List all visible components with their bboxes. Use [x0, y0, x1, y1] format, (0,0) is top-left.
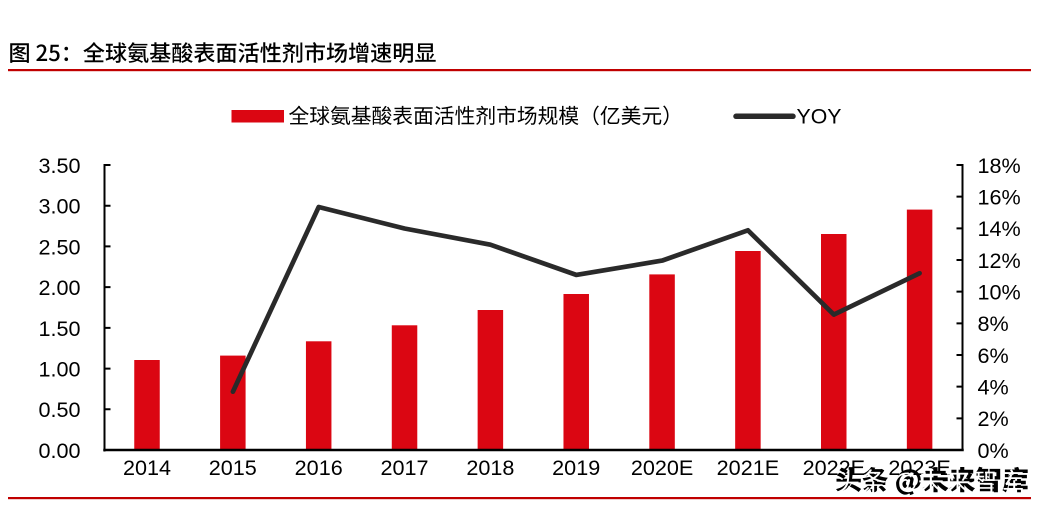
svg-text:2022E: 2022E	[803, 455, 865, 480]
svg-text:2014: 2014	[123, 455, 171, 480]
svg-text:YOY: YOY	[797, 104, 842, 128]
svg-text:2015: 2015	[209, 455, 257, 480]
svg-text:16%: 16%	[978, 185, 1021, 210]
svg-text:2016: 2016	[295, 455, 343, 480]
svg-text:2.00: 2.00	[38, 275, 80, 300]
svg-text:0.50: 0.50	[38, 397, 80, 422]
svg-text:12%: 12%	[978, 248, 1021, 273]
svg-text:2%: 2%	[978, 406, 1009, 431]
svg-text:4%: 4%	[978, 375, 1009, 400]
svg-text:8%: 8%	[978, 311, 1009, 336]
svg-text:14%: 14%	[978, 216, 1021, 241]
svg-text:2017: 2017	[380, 455, 428, 480]
svg-text:1.50: 1.50	[38, 316, 80, 341]
svg-text:2021E: 2021E	[717, 455, 779, 480]
svg-text:6%: 6%	[978, 343, 1009, 368]
svg-text:0.00: 0.00	[38, 438, 80, 463]
svg-text:10%: 10%	[978, 280, 1021, 305]
svg-text:1.00: 1.00	[38, 356, 80, 381]
svg-text:18%: 18%	[978, 153, 1021, 178]
svg-text:2019: 2019	[552, 455, 600, 480]
svg-text:3.00: 3.00	[38, 194, 80, 219]
svg-text:2.50: 2.50	[38, 234, 80, 259]
svg-text:3.50: 3.50	[38, 153, 80, 178]
svg-text:2018: 2018	[466, 455, 514, 480]
svg-text:2020E: 2020E	[631, 455, 693, 480]
svg-text:0%: 0%	[978, 438, 1009, 463]
